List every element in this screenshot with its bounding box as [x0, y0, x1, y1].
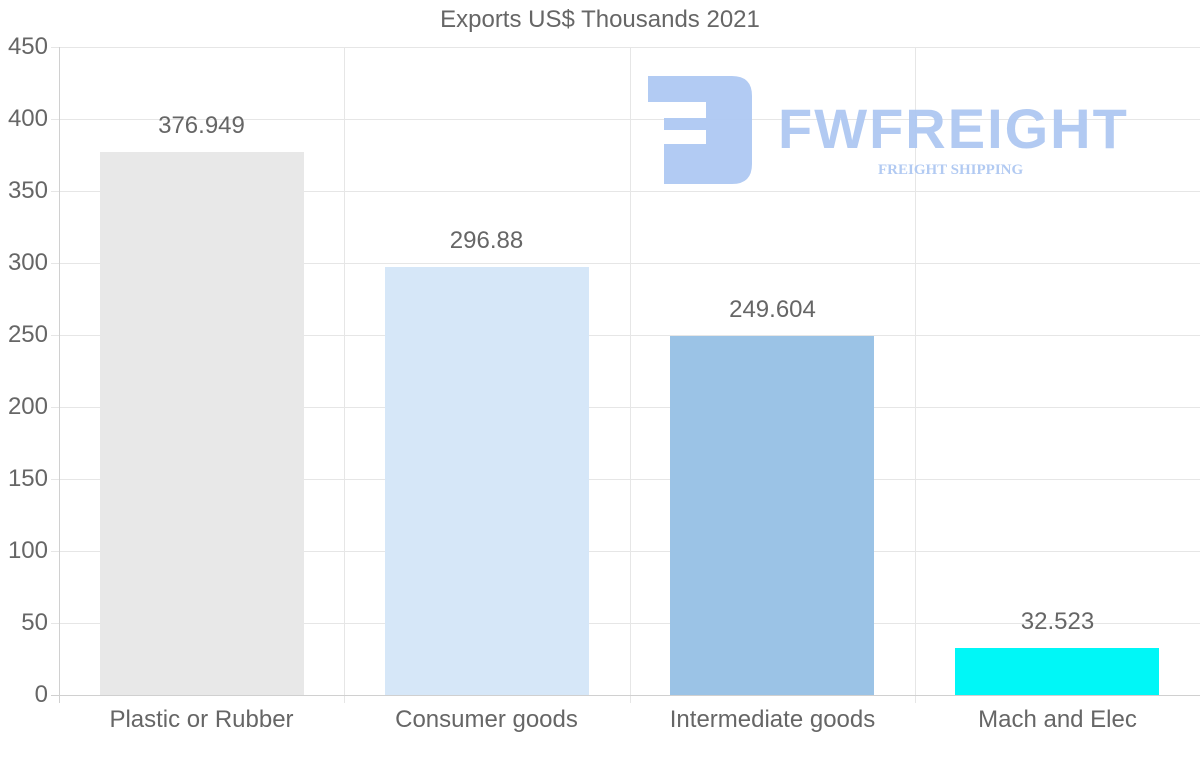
bar-consumer-goods[interactable] [385, 267, 589, 695]
bar-intermediate-goods[interactable] [670, 336, 874, 695]
bar-value-label: 296.88 [449, 227, 524, 254]
h-gridline [51, 119, 1200, 120]
y-tick-label: 50 [21, 609, 48, 636]
h-gridline [51, 335, 1200, 336]
h-gridline [51, 623, 1200, 624]
v-gridline [344, 47, 345, 703]
bar-value-label: 249.604 [729, 296, 816, 323]
logo-f-icon [648, 76, 752, 184]
y-tick-label: 350 [7, 177, 48, 204]
x-tick-label: Consumer goods [395, 706, 578, 733]
bar-plastic-or-rubber[interactable] [100, 152, 304, 695]
svg-text:FREIGHT SHIPPING: FREIGHT SHIPPING [878, 162, 1023, 178]
h-gridline [51, 47, 1200, 48]
y-tick-label: 0 [34, 681, 48, 708]
y-tick-label: 250 [7, 321, 48, 348]
y-tick-label: 450 [7, 33, 48, 60]
svg-text:FWFREIGHT: FWFREIGHT [778, 97, 1129, 160]
x-tick-label: Plastic or Rubber [109, 706, 294, 733]
x-tick-label: Mach and Elec [978, 706, 1137, 733]
x-axis-line [51, 695, 1200, 696]
h-gridline [51, 479, 1200, 480]
bar-value-label: 376.949 [158, 112, 245, 139]
h-gridline [51, 263, 1200, 264]
v-gridline [915, 47, 916, 703]
y-tick-label: 300 [7, 249, 48, 276]
y-tick-label: 400 [7, 105, 48, 132]
h-gridline [51, 551, 1200, 552]
chart-title: Exports US$ Thousands 2021 [440, 6, 760, 33]
fwfreight-watermark-logo: FWFREIGHT FREIGHT SHIPPING [648, 76, 1129, 184]
y-tick-label: 100 [7, 537, 48, 564]
h-gridline [51, 407, 1200, 408]
y-axis-line [59, 47, 60, 703]
bar-value-label: 32.523 [1020, 608, 1095, 635]
v-gridline [630, 47, 631, 703]
x-tick-label: Intermediate goods [669, 706, 876, 733]
y-tick-label: 200 [7, 393, 48, 420]
bar-mach-and-elec[interactable] [955, 648, 1159, 695]
y-tick-label: 150 [7, 465, 48, 492]
h-gridline [51, 191, 1200, 192]
